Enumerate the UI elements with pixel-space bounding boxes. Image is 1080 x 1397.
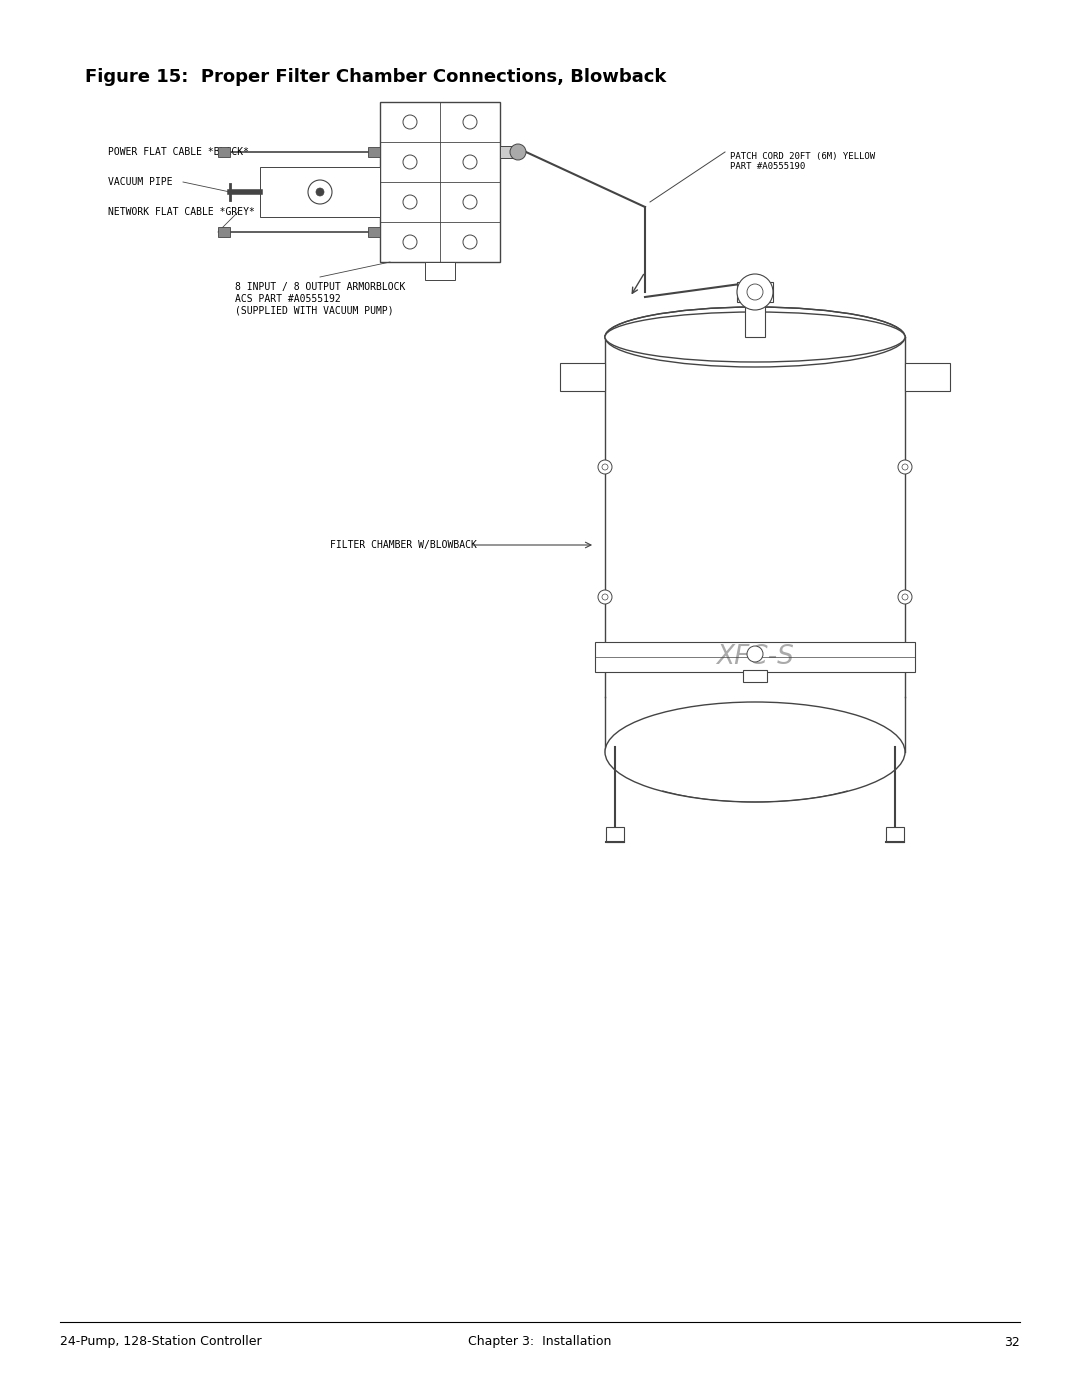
Circle shape	[602, 464, 608, 469]
Circle shape	[897, 460, 912, 474]
Bar	[595, 643, 915, 672]
Ellipse shape	[605, 307, 905, 367]
Text: 32: 32	[1004, 1336, 1020, 1348]
Circle shape	[403, 155, 417, 169]
Bar	[368, 147, 380, 156]
Circle shape	[747, 284, 762, 300]
Circle shape	[463, 196, 477, 210]
Bar	[368, 226, 380, 237]
Bar	[886, 827, 904, 842]
Text: XFC-S: XFC-S	[716, 644, 794, 671]
Circle shape	[602, 594, 608, 599]
Text: FILTER CHAMBER W/BLOWBACK: FILTER CHAMBER W/BLOWBACK	[330, 541, 477, 550]
Circle shape	[403, 235, 417, 249]
Ellipse shape	[605, 703, 905, 802]
Text: Chapter 3:  Installation: Chapter 3: Installation	[469, 1336, 611, 1348]
Circle shape	[316, 189, 324, 196]
Circle shape	[747, 645, 762, 662]
Bar	[260, 168, 380, 217]
Circle shape	[510, 144, 526, 161]
Bar	[743, 671, 767, 682]
Circle shape	[308, 180, 332, 204]
Bar	[380, 102, 500, 263]
Circle shape	[897, 590, 912, 604]
Circle shape	[598, 590, 612, 604]
Bar	[737, 282, 773, 302]
Text: 8 INPUT / 8 OUTPUT ARMORBLOCK
ACS PART #A0555192
(SUPPLIED WITH VACUUM PUMP): 8 INPUT / 8 OUTPUT ARMORBLOCK ACS PART #…	[235, 282, 405, 316]
Text: VACUUM PIPE: VACUUM PIPE	[108, 177, 173, 187]
Text: PATCH CORD 20FT (6M) YELLOW
PART #A0555190: PATCH CORD 20FT (6M) YELLOW PART #A05551…	[730, 152, 875, 172]
Bar	[500, 147, 518, 158]
Ellipse shape	[605, 312, 905, 362]
Bar	[745, 302, 765, 337]
Circle shape	[403, 115, 417, 129]
Bar	[218, 226, 230, 237]
Circle shape	[598, 460, 612, 474]
Circle shape	[463, 155, 477, 169]
Text: POWER FLAT CABLE *BLACK*: POWER FLAT CABLE *BLACK*	[108, 147, 249, 156]
Circle shape	[463, 115, 477, 129]
Text: NETWORK FLAT CABLE *GREY*: NETWORK FLAT CABLE *GREY*	[108, 207, 255, 217]
Text: Figure 15:  Proper Filter Chamber Connections, Blowback: Figure 15: Proper Filter Chamber Connect…	[85, 68, 666, 87]
Circle shape	[463, 235, 477, 249]
Circle shape	[902, 464, 908, 469]
Bar	[905, 363, 950, 391]
Circle shape	[403, 196, 417, 210]
Circle shape	[737, 274, 773, 310]
Bar	[561, 363, 605, 391]
Bar	[218, 147, 230, 156]
Bar	[426, 263, 455, 279]
Bar	[606, 827, 624, 842]
Text: 24-Pump, 128-Station Controller: 24-Pump, 128-Station Controller	[60, 1336, 261, 1348]
Circle shape	[902, 594, 908, 599]
